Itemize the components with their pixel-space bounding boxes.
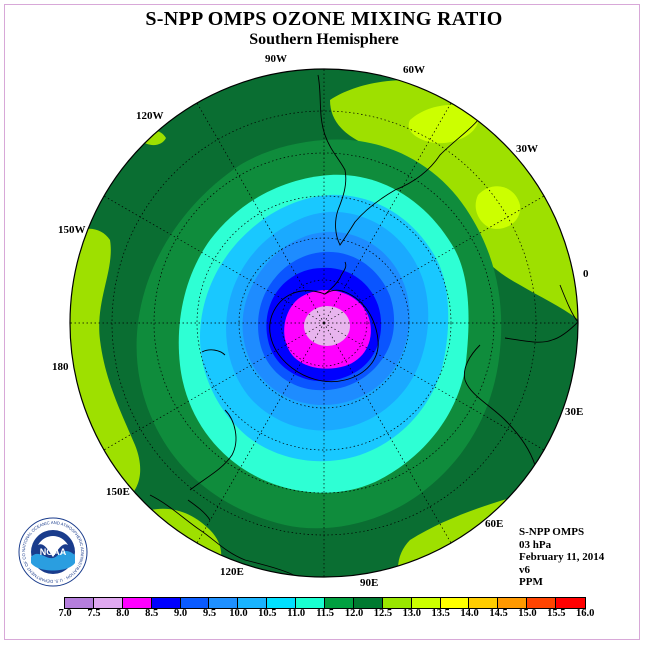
colorbar-cell (209, 598, 239, 608)
lon-label-120e: 120E (220, 566, 244, 578)
lon-label-120w: 120W (136, 110, 164, 122)
ozone-ring-7_5 (304, 306, 350, 346)
colorbar-tick-label: 11.5 (316, 608, 334, 619)
product-info: S-NPP OMPS 03 hPa February 11, 2014 v6 P… (519, 526, 604, 589)
info-level: 03 hPa (519, 538, 552, 551)
lon-label-60e: 60E (485, 518, 503, 530)
colorbar-tick-label: 12.5 (373, 608, 393, 619)
info-units: PPM (519, 576, 543, 589)
ozone-patch-12_5-a (408, 104, 479, 144)
colorbar-cell (498, 598, 528, 608)
colorbar-tick-label: 15.0 (518, 608, 537, 619)
figure-frame (4, 4, 640, 640)
lon-label-60w: 60W (403, 64, 425, 76)
lon-label-90w: 90W (265, 53, 287, 65)
map-subtitle: Southern Hemisphere (249, 31, 399, 48)
colorbar-cell (180, 598, 210, 608)
colorbar-tick-label: 9.0 (174, 608, 188, 619)
colorbar-tick-label: 13.0 (402, 608, 421, 619)
info-date: February 11, 2014 (519, 551, 605, 564)
colorbar-tick-label: 10.0 (229, 608, 248, 619)
lon-label-30w: 30W (516, 143, 538, 155)
map-border (69, 68, 579, 578)
noaa-logo: NATIONAL OCEANIC AND ATMOSPHERIC ADMINIS… (18, 517, 88, 587)
colorbar-tick-label: 10.5 (258, 608, 277, 619)
ozone-patch-12_5-b (475, 186, 521, 229)
colorbar-tick-label: 7.0 (58, 608, 72, 619)
colorbar-cell (353, 598, 383, 608)
lon-label-150e: 150E (106, 486, 130, 498)
colorbar-cell (238, 598, 268, 608)
colorbar-tick-label: 14.5 (489, 608, 508, 619)
colorbar-cell (122, 598, 152, 608)
colorbar-cell (65, 598, 94, 608)
colorbar-cell (469, 598, 499, 608)
info-version: v6 (519, 563, 530, 576)
colorbar-cell (411, 598, 441, 608)
lon-label-0: 0 (583, 268, 589, 280)
coastlines (149, 74, 578, 577)
colorbar (64, 597, 587, 609)
map-title: S-NPP OMPS OZONE MIXING RATIO (145, 8, 503, 30)
colorbar-tick-label: 16.0 (576, 608, 595, 619)
colorbar-tick-label: 11.0 (287, 608, 306, 619)
colorbar-tick-label: 13.5 (431, 608, 450, 619)
noaa-logo-text: NOAA (40, 547, 67, 557)
colorbar-cell (527, 598, 557, 608)
colorbar-tick-label: 12.0 (344, 608, 364, 619)
colorbar-cell (556, 598, 586, 608)
colorbar-tick-label: 7.5 (87, 608, 101, 619)
lon-label-180: 180 (52, 361, 69, 373)
colorbar-tick-label: 8.5 (145, 608, 159, 619)
colorbar-ticks: 7.0 7.5 8.0 8.5 9.0 9.5 10.0 10.5 11.0 11.5 12.0 12… (0, 608, 648, 622)
colorbar-cell (440, 598, 470, 608)
colorbar-tick-label: 8.0 (116, 608, 130, 619)
colorbar-cell (382, 598, 412, 608)
colorbar-cell (151, 598, 181, 608)
colorbar-cell (93, 598, 123, 608)
colorbar-tick-label: 9.5 (202, 608, 217, 619)
colorbar-cell (296, 598, 326, 608)
colorbar-tick-label: 15.5 (547, 608, 566, 619)
lon-label-150w: 150W (58, 224, 86, 236)
lon-label-90e: 90E (360, 577, 378, 589)
colorbar-tick-label: 14.0 (460, 608, 479, 619)
lon-label-30e: 30E (565, 406, 583, 418)
colorbar-cell (267, 598, 297, 608)
colorbar-cell (325, 598, 354, 608)
info-instrument: S-NPP OMPS (519, 526, 585, 538)
